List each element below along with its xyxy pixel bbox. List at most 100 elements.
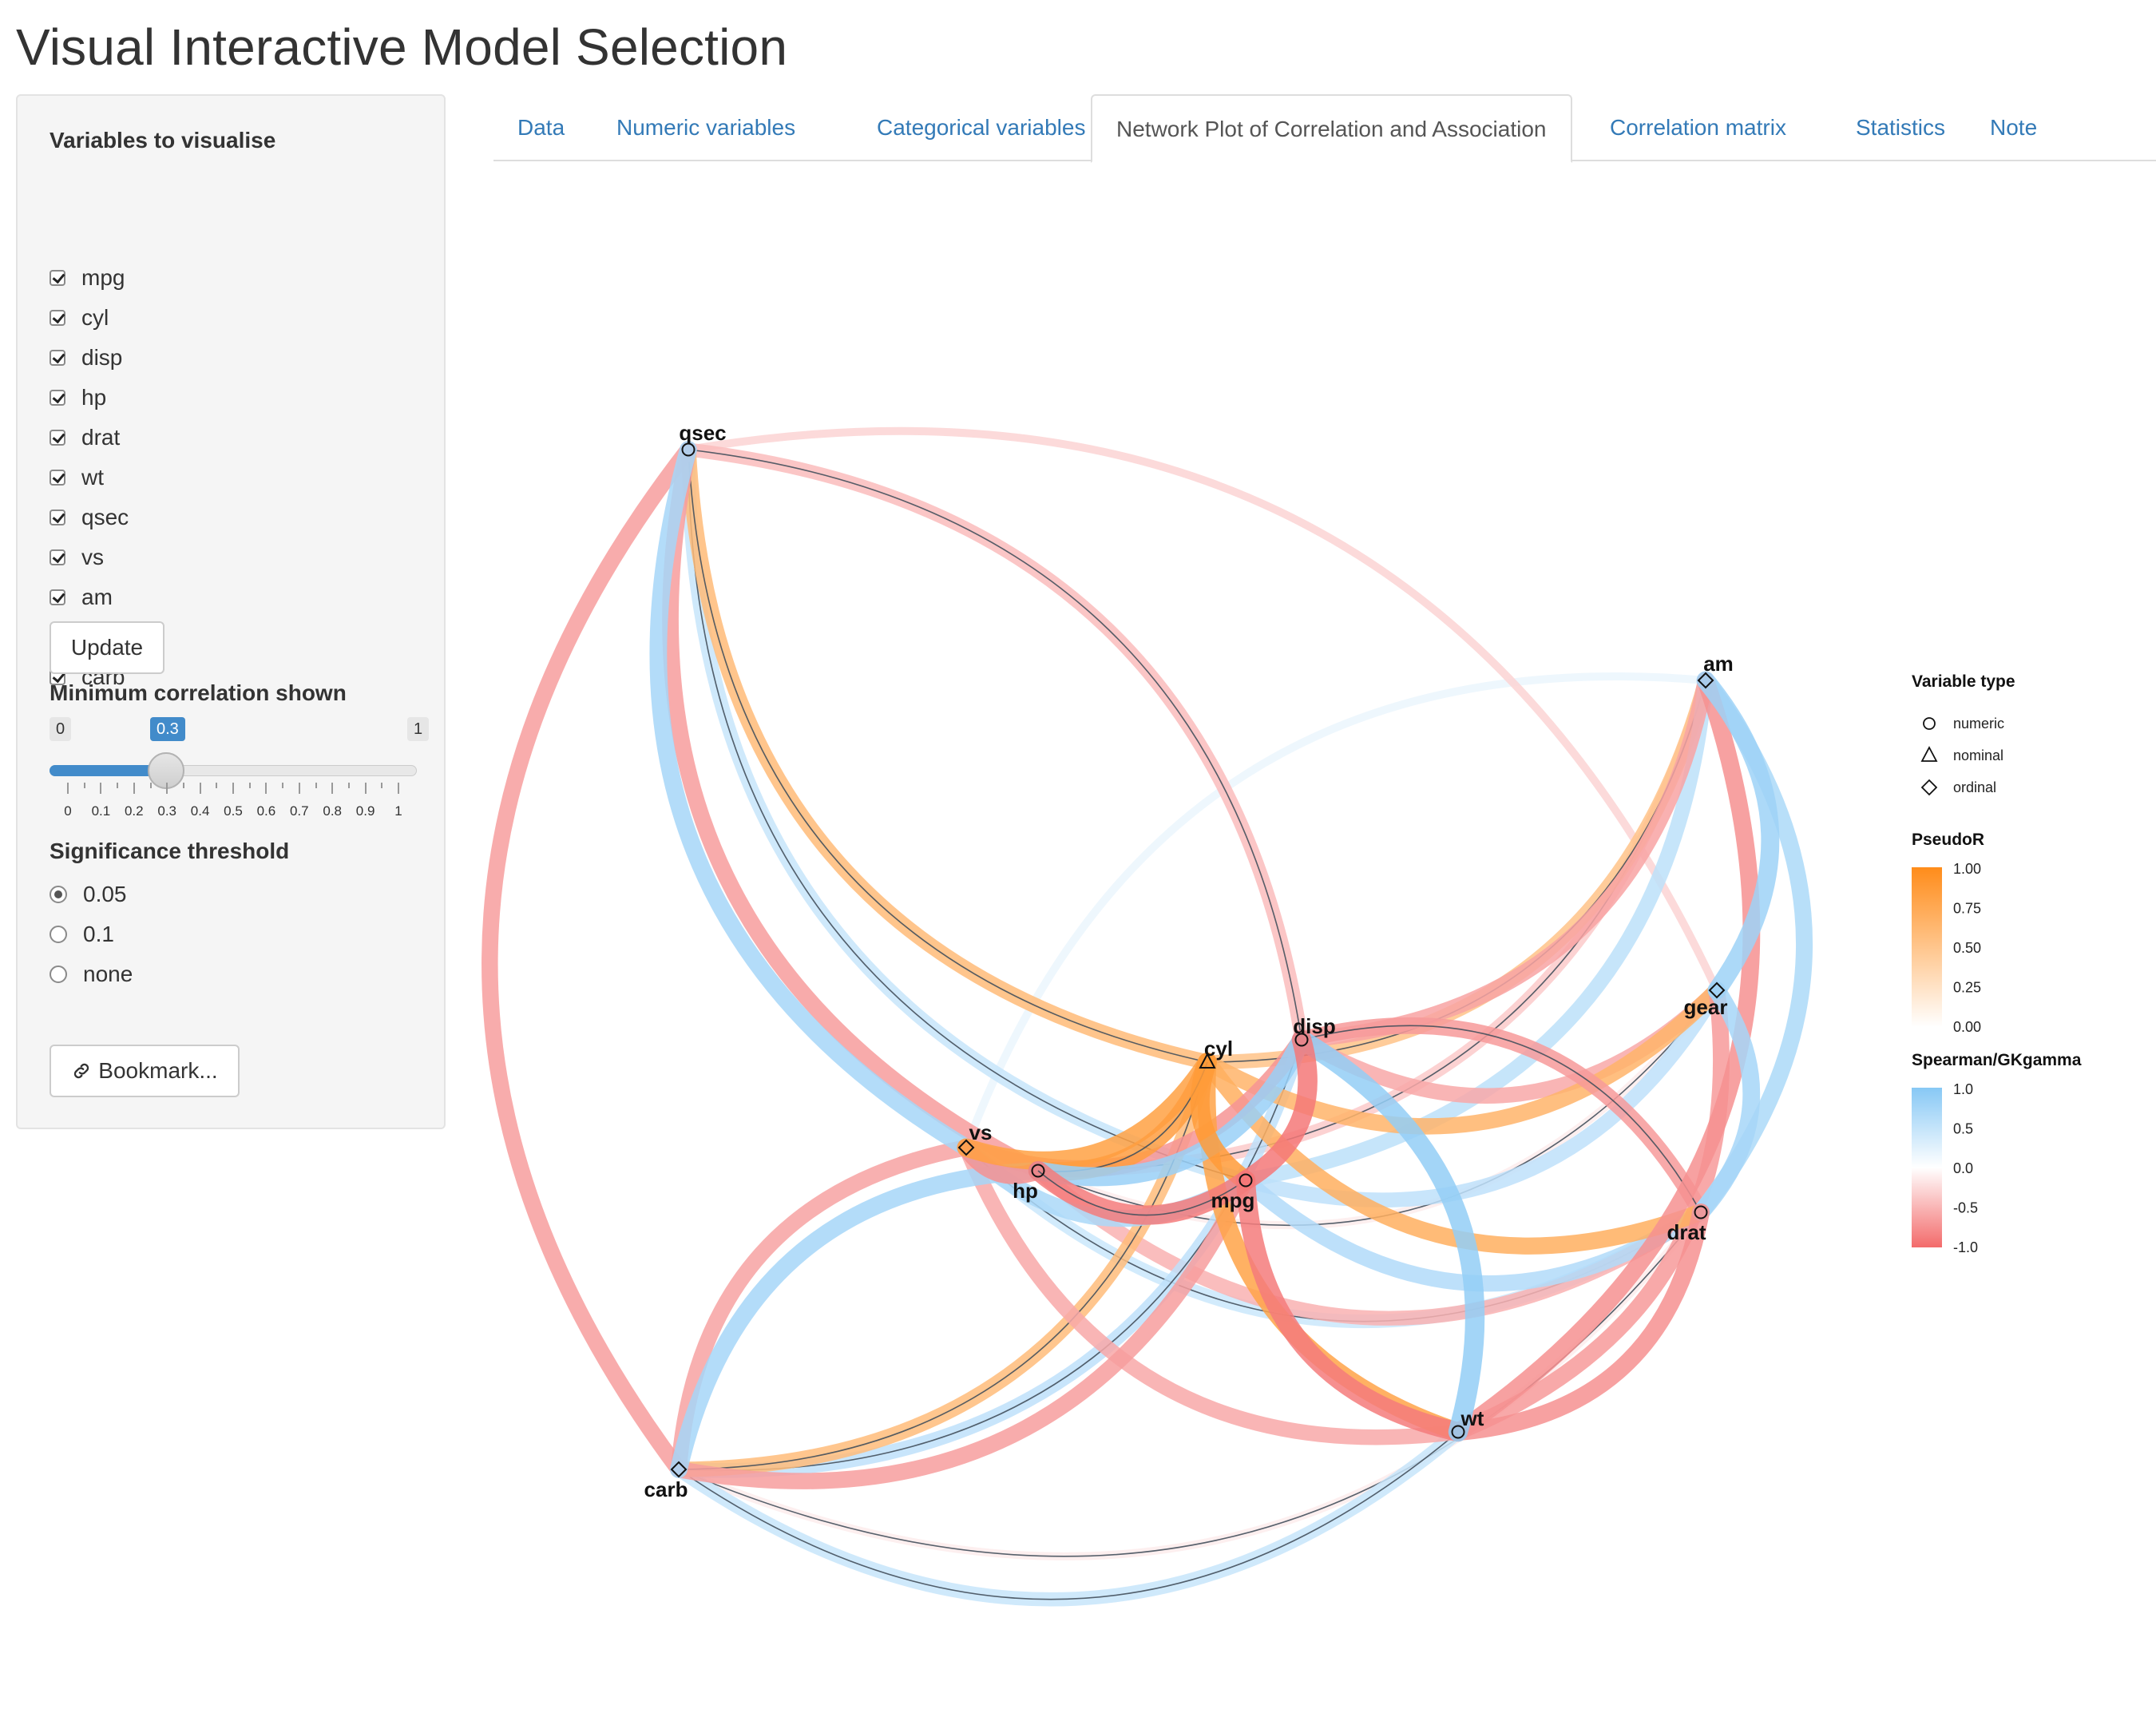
tab-data[interactable]: Data — [517, 115, 565, 140]
page-title: Visual Interactive Model Selection — [16, 18, 788, 76]
slider-minor-tick — [117, 783, 119, 788]
bookmark-label: Bookmark... — [98, 1058, 218, 1083]
variable-checkbox-vs[interactable]: vs — [50, 541, 104, 573]
tab-network-plot-of-correlation-and-association[interactable]: Network Plot of Correlation and Associat… — [1091, 94, 1572, 163]
checkbox-wt[interactable] — [50, 470, 65, 486]
checkbox-mpg[interactable] — [50, 270, 65, 286]
tab-note[interactable]: Note — [1990, 115, 2038, 140]
slider-minor-tick — [216, 783, 218, 788]
variable-checkbox-mpg[interactable]: mpg — [50, 262, 125, 294]
edge-disp-hp — [1028, 1030, 1311, 1187]
tab-statistics[interactable]: Statistics — [1856, 115, 1946, 140]
edge-gear-cyl — [1199, 981, 1726, 1135]
node-qsec[interactable]: qsec — [679, 421, 727, 457]
slider-tick-label: 0.3 — [157, 803, 177, 819]
legend-nominal-symbol — [1920, 746, 1938, 762]
tab-numeric-variables[interactable]: Numeric variables — [616, 115, 796, 140]
numeric-node-marker — [1694, 1205, 1708, 1219]
sidebar-panel: Variables to visualise mpg cyl disp hp drat w… — [16, 94, 446, 1129]
node-vs[interactable]: vs — [957, 1120, 992, 1156]
tab-correlation-matrix[interactable]: Correlation matrix — [1610, 115, 1786, 140]
ordinal-node-marker — [1697, 672, 1714, 689]
checkbox-drat[interactable] — [50, 430, 65, 446]
slider-tick-label: 0 — [64, 803, 72, 819]
variable-checkbox-wt[interactable]: wt — [50, 462, 104, 494]
legend-numeric-label: numeric — [1953, 716, 2004, 732]
edges-layer — [482, 426, 1813, 1607]
update-button[interactable]: Update — [50, 621, 164, 674]
checkbox-disp[interactable] — [50, 350, 65, 366]
node-label-qsec: qsec — [679, 421, 726, 445]
significance-option-2[interactable]: none — [50, 958, 133, 990]
node-label-cyl: cyl — [1204, 1037, 1233, 1061]
variable-checkbox-am[interactable]: am — [50, 581, 113, 613]
significance-line-wt-carb — [678, 1431, 1459, 1600]
slider-tick-label: 0.7 — [289, 803, 309, 819]
edge-hp-carb — [670, 1162, 1047, 1478]
node-gear[interactable]: gear — [1684, 981, 1728, 1019]
significance-line-qsec-disp — [688, 449, 1302, 1041]
slider-tick-label: 0.5 — [224, 803, 243, 819]
legend-pseudor-title: PseudoR — [1912, 831, 1984, 849]
checkbox-qsec[interactable] — [50, 510, 65, 525]
radio-label: none — [83, 962, 133, 986]
slider-tick — [199, 783, 201, 794]
ordinal-node-marker — [670, 1461, 688, 1478]
legend-numeric-symbol — [1923, 717, 1936, 730]
significance-option-1[interactable]: 0.1 — [50, 918, 114, 950]
checkbox-cyl[interactable] — [50, 310, 65, 326]
variable-checkbox-cyl[interactable]: cyl — [50, 302, 109, 334]
variable-checkbox-qsec[interactable]: qsec — [50, 502, 129, 533]
edge-mpg-carb — [670, 1172, 1254, 1489]
slider-min-badge: 0 — [50, 717, 72, 741]
legend-pseudor-tick-label: 0.50 — [1953, 940, 1981, 956]
checkbox-hp[interactable] — [50, 390, 65, 406]
edge-am-mpg — [1238, 672, 1714, 1188]
checkbox-vs[interactable] — [50, 549, 65, 565]
tab-bar: Data Numeric variables Categorical variabl… — [493, 94, 2156, 163]
radio-button[interactable] — [50, 966, 67, 983]
bookmark-button[interactable]: Bookmark... — [50, 1045, 240, 1097]
slider-tick-label: 0.8 — [323, 803, 343, 819]
variable-checkbox-drat[interactable]: drat — [50, 422, 120, 454]
node-mpg[interactable]: mpg — [1211, 1173, 1255, 1213]
node-wt[interactable]: wt — [1451, 1406, 1484, 1439]
checkbox-label-am: am — [81, 585, 113, 609]
slider-minor-tick — [282, 783, 284, 788]
slider-minor-tick — [149, 783, 152, 788]
link-icon — [74, 1063, 89, 1079]
slider-minor-tick — [347, 783, 350, 788]
node-hp[interactable]: hp — [1013, 1164, 1045, 1203]
slider-tick-label: 0.4 — [190, 803, 210, 819]
nominal-node-marker — [1199, 1052, 1216, 1069]
significance-line-hp-mpg — [1037, 1170, 1246, 1216]
numeric-node-marker — [1451, 1425, 1465, 1439]
node-carb[interactable]: carb — [644, 1461, 688, 1501]
radio-button[interactable] — [50, 926, 67, 943]
slider-tick-label: 0.6 — [256, 803, 276, 819]
legend-variable-type-title: Variable type — [1912, 672, 2015, 691]
min-correlation-slider[interactable]: 0 0.3 1 0 0.1 0.2 0.3 0.4 0.5 0.6 0.7 0.8 0.9 1 — [50, 717, 433, 837]
slider-minor-tick — [182, 783, 184, 788]
legend-spearman-tick-label: -1.0 — [1953, 1239, 1978, 1255]
node-disp[interactable]: disp — [1293, 1014, 1336, 1047]
radio-label: 0.1 — [83, 922, 114, 946]
radio-label: 0.05 — [83, 882, 127, 906]
slider-tick — [166, 783, 168, 794]
slider-tick — [265, 783, 268, 794]
slider-tick-label: 1 — [394, 803, 402, 819]
node-cyl[interactable]: cyl — [1199, 1037, 1233, 1069]
edge-vs-carb — [670, 1139, 975, 1478]
node-am[interactable]: am — [1697, 652, 1734, 689]
tab-categorical-variables[interactable]: Categorical variables — [877, 115, 1086, 140]
node-label-gear: gear — [1684, 995, 1728, 1019]
radio-button[interactable] — [50, 886, 67, 903]
node-drat[interactable]: drat — [1667, 1205, 1708, 1245]
variable-checkbox-disp[interactable]: disp — [50, 342, 122, 374]
variable-checkbox-hp[interactable]: hp — [50, 382, 106, 414]
node-label-wt: wt — [1460, 1406, 1484, 1430]
slider-tick-label: 0.9 — [355, 803, 375, 819]
significance-option-0[interactable]: 0.05 — [50, 878, 127, 910]
checkbox-am[interactable] — [50, 589, 65, 605]
node-label-carb: carb — [644, 1477, 688, 1501]
